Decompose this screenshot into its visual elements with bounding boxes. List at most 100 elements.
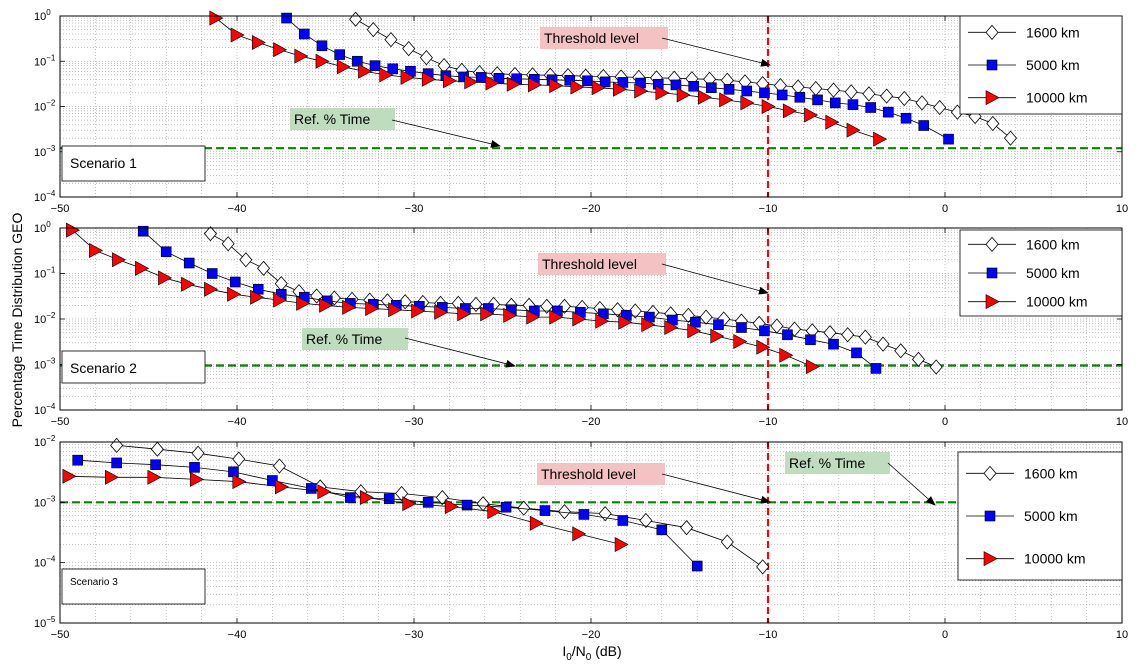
y-tick-label: 10−5 bbox=[34, 615, 56, 630]
data-point bbox=[105, 469, 119, 485]
legend-label: 5000 km bbox=[1026, 57, 1080, 73]
data-point bbox=[419, 50, 433, 66]
legend-marker bbox=[984, 510, 996, 522]
threshold-label: Threshold level bbox=[542, 256, 637, 272]
data-point bbox=[379, 67, 394, 83]
data-point bbox=[189, 462, 200, 473]
data-point bbox=[66, 222, 81, 238]
data-point bbox=[598, 506, 612, 522]
data-point bbox=[72, 454, 83, 466]
data-point bbox=[230, 27, 245, 43]
data-point bbox=[829, 97, 841, 109]
y-tick-base: 10 bbox=[34, 223, 46, 235]
data-point bbox=[209, 10, 224, 26]
y-tick-label: 100 bbox=[34, 220, 51, 235]
legend-label: 1600 km bbox=[1026, 24, 1080, 40]
series-10000-km bbox=[66, 222, 820, 375]
legend: 1600 km 5000 km 10000 km bbox=[959, 15, 1123, 115]
data-point bbox=[641, 317, 656, 333]
legend-label: 5000 km bbox=[1026, 265, 1080, 281]
data-point bbox=[250, 289, 265, 305]
legend-marker bbox=[985, 236, 999, 252]
y-tick-exponent: −5 bbox=[46, 615, 56, 624]
data-point bbox=[549, 78, 564, 94]
data-point bbox=[526, 309, 541, 325]
data-point bbox=[383, 493, 395, 504]
data-point bbox=[296, 295, 311, 311]
data-point bbox=[189, 471, 204, 487]
data-point bbox=[229, 276, 241, 288]
series-5000-km bbox=[72, 454, 703, 572]
data-point bbox=[464, 74, 479, 90]
legend-label: 10000 km bbox=[1026, 294, 1087, 310]
y-tick-base: 10 bbox=[34, 360, 46, 372]
y-tick-base: 10 bbox=[34, 437, 46, 449]
data-point bbox=[206, 268, 218, 279]
data-point bbox=[539, 505, 551, 516]
x-tick-label: 10 bbox=[1116, 629, 1128, 641]
data-point bbox=[422, 497, 434, 508]
y-tick-label: 10−1 bbox=[34, 53, 56, 68]
data-point bbox=[826, 82, 841, 98]
threshold-label-box bbox=[537, 463, 665, 485]
data-point bbox=[316, 40, 328, 52]
y-tick-label: 10−4 bbox=[34, 402, 56, 417]
data-point bbox=[315, 53, 330, 69]
data-point bbox=[232, 451, 246, 467]
data-point bbox=[918, 120, 930, 131]
data-point bbox=[858, 329, 872, 345]
data-point bbox=[251, 34, 266, 50]
y-tick-label: 10−1 bbox=[34, 266, 56, 281]
data-point bbox=[680, 520, 694, 536]
data-point bbox=[137, 225, 149, 237]
x-tick-label: −10 bbox=[759, 629, 778, 641]
data-point bbox=[699, 309, 713, 325]
data-point bbox=[933, 99, 947, 116]
x-tick-label: −20 bbox=[582, 416, 601, 428]
legend-marker bbox=[985, 24, 999, 40]
y-tick-exponent: −1 bbox=[46, 266, 56, 275]
x-tick-label: −10 bbox=[759, 416, 778, 428]
scenario-label: Scenario 1 bbox=[70, 155, 137, 171]
threshold-arrow bbox=[661, 263, 769, 295]
data-point bbox=[549, 309, 564, 325]
data-point bbox=[844, 84, 858, 100]
y-tick-base: 10 bbox=[34, 11, 46, 23]
data-point bbox=[500, 501, 512, 513]
threshold-label-box bbox=[538, 253, 666, 275]
ref-label-box bbox=[785, 452, 890, 474]
data-point bbox=[434, 304, 449, 320]
legend-marker bbox=[983, 551, 998, 567]
data-point bbox=[564, 74, 576, 86]
x-label-unit: (dB) bbox=[591, 643, 621, 659]
ref-label: Ref. % Time bbox=[294, 111, 370, 127]
data-point bbox=[664, 320, 679, 336]
data-point bbox=[557, 504, 571, 520]
data-point bbox=[294, 48, 309, 64]
data-point bbox=[388, 302, 403, 318]
data-point bbox=[298, 28, 310, 40]
data-point bbox=[591, 80, 606, 96]
data-point bbox=[281, 12, 292, 24]
x-tick-label: −40 bbox=[228, 416, 247, 428]
y-tick-exponent: −3 bbox=[46, 357, 56, 366]
data-point bbox=[150, 459, 161, 471]
y-tick-label: 10−2 bbox=[34, 434, 56, 449]
data-point bbox=[761, 98, 776, 115]
data-point bbox=[805, 359, 820, 375]
data-point bbox=[402, 496, 417, 512]
data-point bbox=[517, 500, 531, 516]
data-point bbox=[160, 246, 172, 258]
data-point bbox=[342, 299, 357, 315]
ref-label-box bbox=[302, 328, 408, 350]
y-tick-exponent: −4 bbox=[46, 555, 56, 564]
x-tick-label: −30 bbox=[405, 416, 424, 428]
y-tick-label: 10−4 bbox=[34, 555, 56, 570]
data-point bbox=[851, 347, 862, 359]
threshold-label: Threshold level bbox=[544, 30, 639, 46]
data-point bbox=[319, 297, 334, 313]
data-point bbox=[443, 73, 458, 89]
data-point bbox=[485, 75, 500, 91]
data-point bbox=[232, 474, 247, 490]
